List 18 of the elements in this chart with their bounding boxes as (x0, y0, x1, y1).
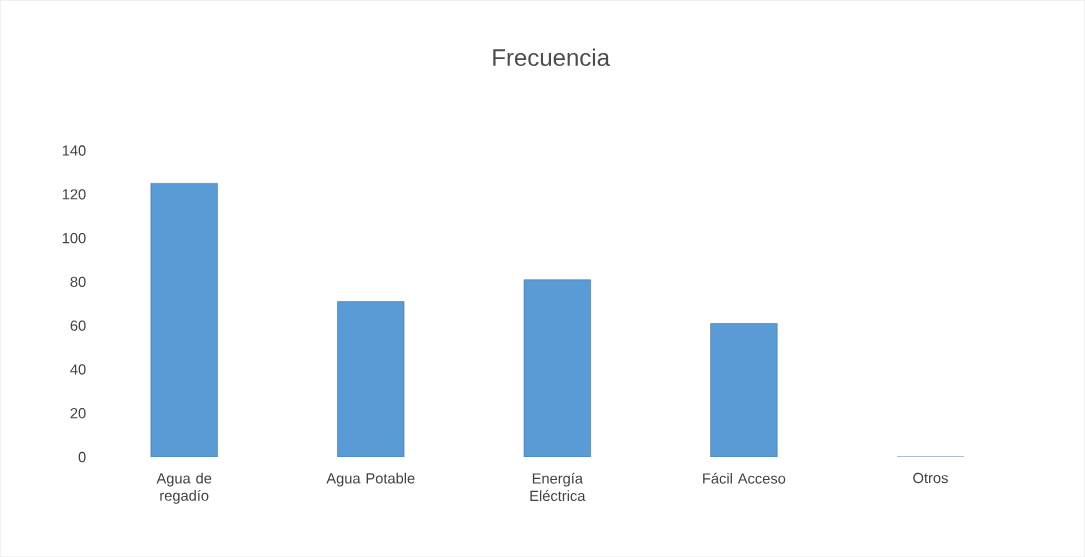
x-tick-label: Agua de regadío (156, 472, 212, 504)
y-tick-label: 20 (70, 407, 86, 419)
y-tick-label: 80 (70, 276, 86, 287)
y-tick-label: 60 (70, 320, 86, 331)
x-tick-label: Agua Potable (326, 472, 415, 487)
bar (710, 323, 778, 457)
x-tick-label: Energía Eléctrica (530, 472, 586, 501)
bar (523, 279, 591, 457)
x-tick-label: Otros (913, 472, 948, 484)
bar (150, 182, 218, 457)
y-tick-label: 120 (62, 189, 86, 200)
y-tick-label: 100 (62, 232, 86, 244)
chart-title: Frecuencia (493, 48, 610, 66)
y-tick-label: 140 (62, 145, 86, 156)
x-tick-label: Fácil Acceso (703, 472, 786, 484)
y-tick-label: 40 (70, 364, 86, 375)
bar (337, 301, 405, 457)
y-tick-label: 0 (78, 451, 86, 463)
